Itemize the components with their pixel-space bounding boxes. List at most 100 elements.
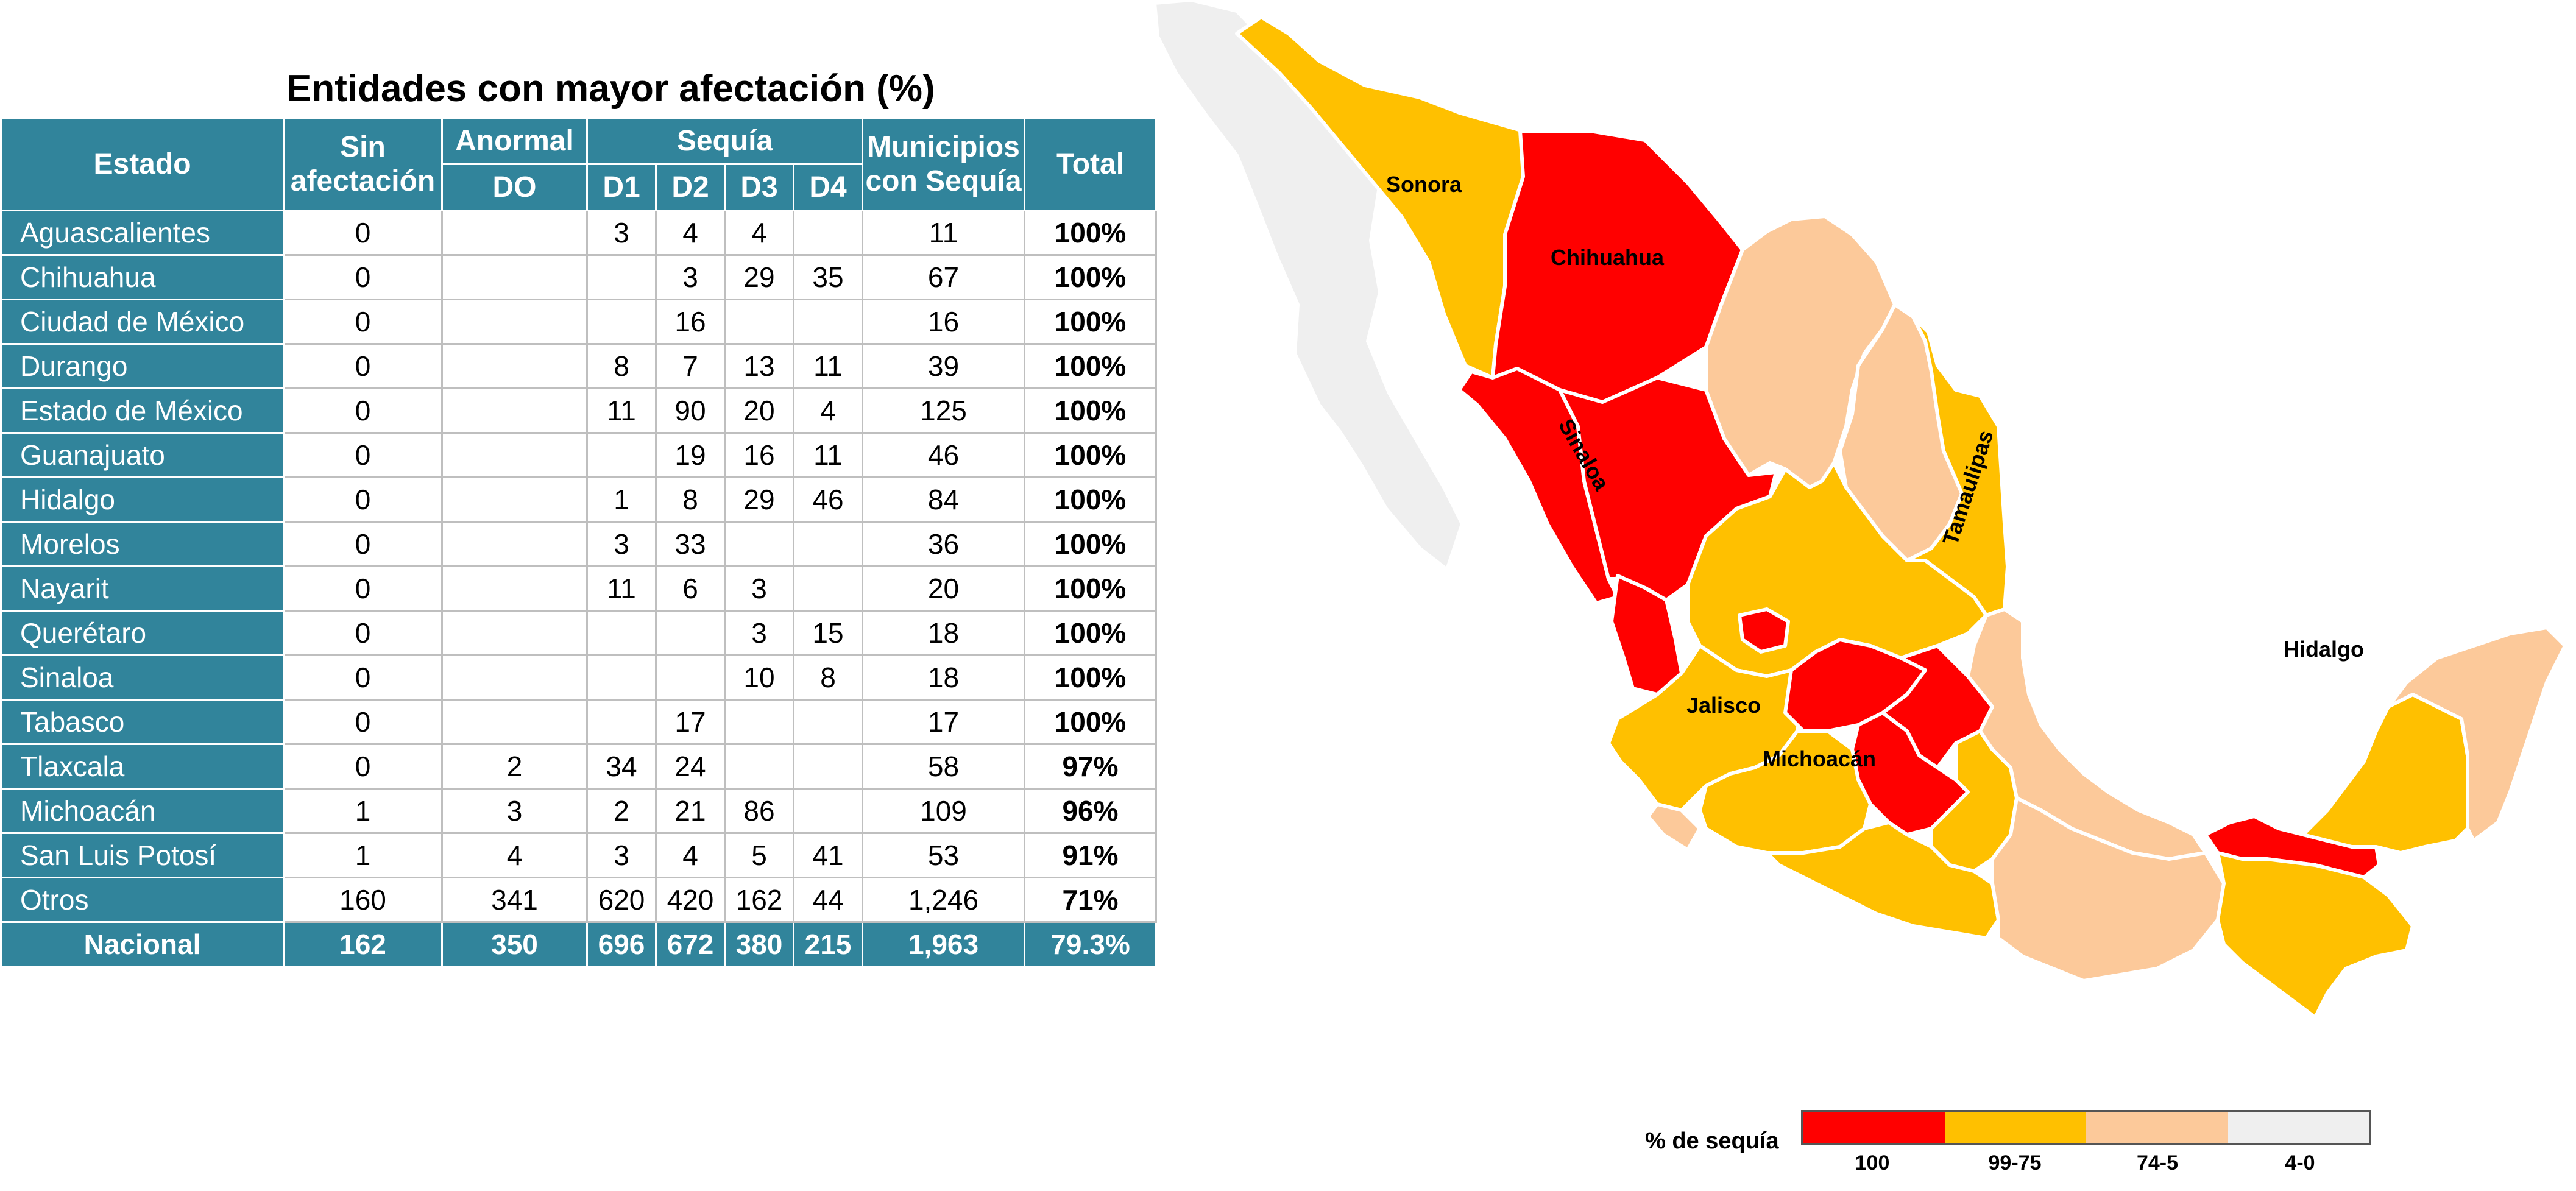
cell-municipios: 36 (862, 521, 1026, 567)
cell-d3: 13 (724, 343, 794, 389)
cell-municipios: 18 (862, 610, 1026, 656)
header-sequia: Sequía (586, 117, 864, 165)
drought-table: Estado Sin afectación Anormal Sequía Mun… (0, 117, 1158, 967)
table-row: Michoacán 1 3 2 21 86 109 96% (0, 788, 1158, 834)
cell-d1: 3 (586, 521, 657, 567)
cell-d1: 8 (586, 343, 657, 389)
cell-d4 (792, 699, 864, 745)
cell-d3: 16 (724, 432, 794, 478)
region-chiapas (2216, 851, 2415, 1019)
cell-d3: 29 (724, 254, 794, 300)
header-d2: D2 (655, 163, 726, 211)
legend-label-99-75: 99-75 (1988, 1151, 2042, 1175)
cell-sin: 160 (283, 877, 443, 923)
region-michoacan (1698, 729, 1872, 855)
cell-d1 (586, 299, 657, 345)
cell-estado: San Luis Potosí (0, 832, 285, 878)
cell-sin: 1 (283, 832, 443, 878)
cell-d4 (792, 565, 864, 612)
cell-d2: 21 (655, 788, 726, 834)
cell-d1: 620 (586, 877, 657, 923)
cell-d2: 17 (655, 699, 726, 745)
cell-total: 100% (1024, 654, 1158, 701)
cell-municipios: 39 (862, 343, 1026, 389)
cell-do (441, 432, 588, 478)
cell-d1: 3 (586, 210, 657, 256)
map-regions (1153, 0, 2567, 1019)
cell-estado: Querétaro (0, 610, 285, 656)
header-d3: D3 (724, 163, 794, 211)
cell-d3 (724, 743, 794, 790)
table-row: San Luis Potosí 1 4 3 4 5 41 53 91% (0, 832, 1158, 878)
header-anormal: Anormal (441, 117, 588, 165)
cell-total: 79.3% (1024, 921, 1158, 967)
cell-d4: 4 (792, 387, 864, 434)
header-d1: D1 (586, 163, 657, 211)
table-title: Entidades con mayor afectación (%) (286, 68, 935, 110)
cell-sin: 0 (283, 521, 443, 567)
cell-estado: Michoacán (0, 788, 285, 834)
header-municipios: Municipios con Sequía (862, 117, 1026, 211)
cell-do (441, 565, 588, 612)
header-total: Total (1024, 117, 1158, 211)
region-aguascalientes (1738, 607, 1790, 654)
cell-estado: Nayarit (0, 565, 285, 612)
cell-d4 (792, 210, 864, 256)
cell-total: 97% (1024, 743, 1158, 790)
cell-do: 3 (441, 788, 588, 834)
cell-municipios: 84 (862, 476, 1026, 523)
cell-total: 100% (1024, 521, 1158, 567)
table-row: Otros 160 341 620 420 162 44 1,246 71% (0, 877, 1158, 923)
cell-estado: Estado de México (0, 387, 285, 434)
cell-estado: Ciudad de México (0, 299, 285, 345)
cell-do (441, 210, 588, 256)
cell-d4: 11 (792, 343, 864, 389)
cell-d2: 33 (655, 521, 726, 567)
cell-total: 100% (1024, 299, 1158, 345)
table-row: Tabasco 0 17 17 100% (0, 699, 1158, 745)
cell-sin: 0 (283, 610, 443, 656)
cell-do (441, 699, 588, 745)
cell-do (441, 521, 588, 567)
cell-d2: 90 (655, 387, 726, 434)
cell-municipios: 18 (862, 654, 1026, 701)
table-row: Durango 0 8 7 13 11 39 100% (0, 343, 1158, 389)
region-yucatan (2387, 626, 2567, 843)
cell-d4: 41 (792, 832, 864, 878)
cell-d2: 420 (655, 877, 726, 923)
cell-municipios: 53 (862, 832, 1026, 878)
cell-d3: 29 (724, 476, 794, 523)
cell-municipios: 16 (862, 299, 1026, 345)
legend-swatch-100 (1803, 1112, 1945, 1143)
cell-d3: 10 (724, 654, 794, 701)
cell-d2: 6 (655, 565, 726, 612)
cell-do (441, 476, 588, 523)
legend-swatch-4-0 (2227, 1112, 2369, 1143)
cell-d3: 380 (724, 921, 794, 967)
cell-total: 100% (1024, 210, 1158, 256)
table-row: Ciudad de México 0 16 16 100% (0, 299, 1158, 345)
legend-swatch-74-5 (2086, 1112, 2228, 1143)
cell-d1 (586, 610, 657, 656)
cell-do: 2 (441, 743, 588, 790)
cell-do (441, 610, 588, 656)
table-row: Guanajuato 0 19 16 11 46 100% (0, 432, 1158, 478)
cell-sin: 162 (283, 921, 443, 967)
cell-d4: 46 (792, 476, 864, 523)
cell-d4 (792, 299, 864, 345)
cell-do: 350 (441, 921, 588, 967)
cell-d1 (586, 254, 657, 300)
header-estado: Estado (0, 117, 285, 211)
cell-estado: Aguascalientes (0, 210, 285, 256)
cell-d2: 672 (655, 921, 726, 967)
table-row: Nayarit 0 11 6 3 20 100% (0, 565, 1158, 612)
cell-d3: 3 (724, 610, 794, 656)
region-coahuila (1704, 214, 1897, 489)
mexico-drought-map: Sonora Chihuahua Sinaloa Tamaulipas Jali… (1153, 0, 2567, 1019)
cell-d1 (586, 699, 657, 745)
table-row: Hidalgo 0 1 8 29 46 84 100% (0, 476, 1158, 523)
cell-d4: 15 (792, 610, 864, 656)
header-sin-afectacion: Sin afectación (283, 117, 443, 211)
cell-d4: 11 (792, 432, 864, 478)
cell-municipios: 109 (862, 788, 1026, 834)
